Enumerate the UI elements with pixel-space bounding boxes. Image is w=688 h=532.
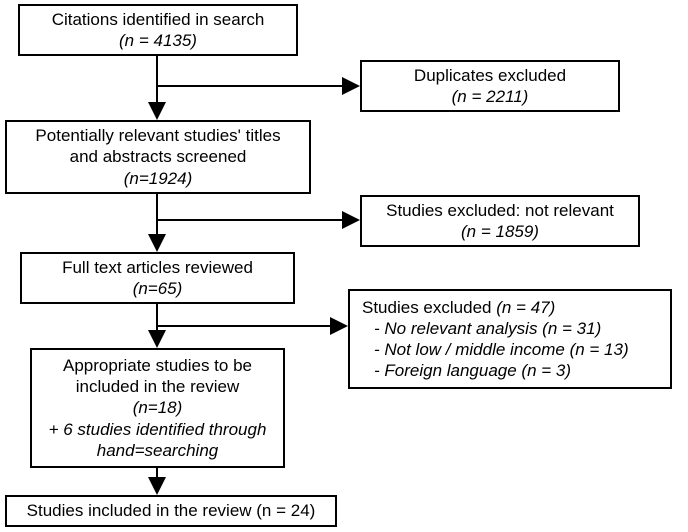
node-appropriate: Appropriate studies to be included in th… bbox=[30, 348, 285, 468]
node-final: Studies included in the review (n = 24) bbox=[5, 495, 337, 527]
node-screened-line1: Potentially relevant studies' titles bbox=[35, 125, 280, 146]
node-excluded-47-line1: Studies excluded (n = 47) bbox=[362, 297, 555, 318]
node-appropriate-line1: Appropriate studies to be bbox=[63, 355, 252, 376]
node-citations: Citations identified in search (n = 4135… bbox=[18, 4, 298, 56]
node-citations-line2: (n = 4135) bbox=[119, 30, 197, 51]
node-excluded-47-line2: - No relevant analysis (n = 31) bbox=[362, 318, 601, 339]
node-appropriate-line4: + 6 studies identified through bbox=[49, 419, 267, 440]
node-appropriate-line3: (n=18) bbox=[133, 397, 183, 418]
node-appropriate-line2: included in the review bbox=[76, 376, 239, 397]
node-not-relevant-line1: Studies excluded: not relevant bbox=[386, 200, 614, 221]
node-appropriate-line5: hand=searching bbox=[97, 440, 218, 461]
node-excluded-47-line4: - Foreign language (n = 3) bbox=[362, 360, 571, 381]
node-screened-line3: (n=1924) bbox=[124, 168, 193, 189]
node-citations-line1: Citations identified in search bbox=[52, 9, 265, 30]
node-excluded-47-line3: - Not low / middle income (n = 13) bbox=[362, 339, 629, 360]
node-not-relevant: Studies excluded: not relevant (n = 1859… bbox=[360, 195, 640, 247]
node-final-line1: Studies included in the review (n = 24) bbox=[27, 500, 316, 521]
node-fulltext-line2: (n=65) bbox=[133, 278, 183, 299]
node-not-relevant-line2: (n = 1859) bbox=[461, 221, 539, 242]
node-screened-line2: and abstracts screened bbox=[70, 146, 247, 167]
node-duplicates-line1: Duplicates excluded bbox=[414, 65, 566, 86]
node-duplicates: Duplicates excluded (n = 2211) bbox=[360, 60, 620, 112]
node-screened: Potentially relevant studies' titles and… bbox=[5, 120, 311, 194]
node-excluded-47: Studies excluded (n = 47) - No relevant … bbox=[348, 289, 672, 389]
node-fulltext-line1: Full text articles reviewed bbox=[62, 257, 253, 278]
node-fulltext: Full text articles reviewed (n=65) bbox=[20, 252, 295, 304]
node-duplicates-line2: (n = 2211) bbox=[452, 86, 529, 107]
